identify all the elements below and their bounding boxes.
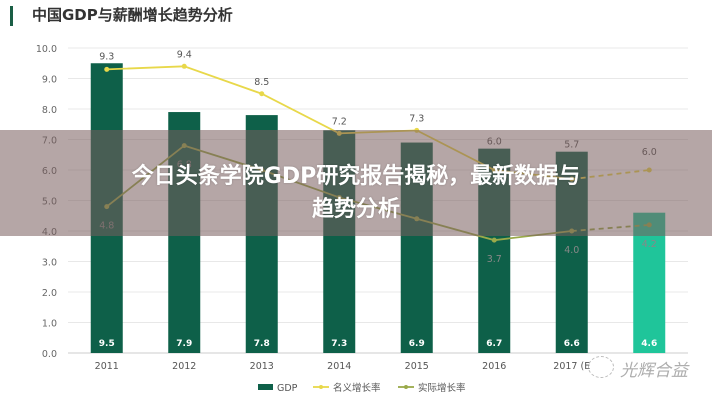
y-tick-label: 9.0 — [42, 75, 57, 86]
bar-label: 6.9 — [409, 339, 425, 349]
y-tick-label: 1.0 — [42, 319, 57, 330]
x-tick-label: 2011 — [95, 361, 119, 372]
y-tick-label: 8.0 — [42, 105, 57, 116]
y-tick-label: 0.0 — [42, 349, 57, 360]
point-label: 7.2 — [332, 116, 347, 127]
legend-label: GDP — [277, 383, 298, 394]
x-tick-label: 2013 — [250, 361, 274, 372]
title-accent-bar — [10, 6, 13, 26]
x-tick-label: 2015 — [405, 361, 429, 372]
chart-title: 中国GDP与薪酬增长趋势分析 — [32, 6, 233, 24]
point-label: 7.3 — [409, 113, 424, 124]
bar-label: 4.6 — [641, 339, 657, 349]
x-tick-label: 2014 — [327, 361, 351, 372]
y-tick-label: 2.0 — [42, 288, 57, 299]
bar-label: 7.8 — [254, 339, 270, 349]
headline-overlay — [0, 130, 712, 236]
y-tick-label: 3.0 — [42, 258, 57, 269]
line-point — [181, 63, 187, 69]
x-tick-label: 2012 — [172, 361, 196, 372]
legend-swatch-point — [404, 385, 408, 389]
point-label: 9.3 — [99, 51, 114, 62]
point-label: 8.5 — [254, 77, 269, 88]
point-label: 9.4 — [177, 49, 192, 60]
bar-label: 6.6 — [564, 339, 580, 349]
bar-label: 6.7 — [486, 339, 502, 349]
line-point — [259, 91, 265, 97]
legend-swatch-point — [319, 385, 323, 389]
legend-label: 实际增长率 — [418, 382, 466, 394]
point-label: 4.2 — [642, 239, 657, 250]
line-point — [491, 237, 497, 243]
bar-label: 7.3 — [331, 339, 347, 349]
line-point — [104, 66, 110, 72]
y-tick-label: 10.0 — [36, 44, 57, 55]
bar-gdp — [633, 212, 666, 353]
bar-label: 9.5 — [99, 339, 115, 349]
legend-label: 名义增长率 — [333, 382, 381, 394]
point-label: 3.7 — [487, 254, 502, 265]
x-tick-label: 2016 — [482, 361, 506, 372]
headline-line-1: 今日头条学院GDP研究报告揭秘，最新数据与 — [131, 164, 581, 189]
point-label: 4.0 — [564, 245, 579, 256]
legend-swatch-gdp — [258, 384, 273, 390]
x-tick-label: 2017 (E — [553, 361, 590, 372]
headline-line-2: 趋势分析 — [311, 197, 400, 222]
bar-label: 7.9 — [176, 339, 192, 349]
headline: 今日头条学院GDP研究报告揭秘，最新数据与 趋势分析 — [0, 160, 712, 226]
watermark-icon — [588, 356, 614, 378]
watermark: 光辉合益 — [620, 361, 688, 381]
